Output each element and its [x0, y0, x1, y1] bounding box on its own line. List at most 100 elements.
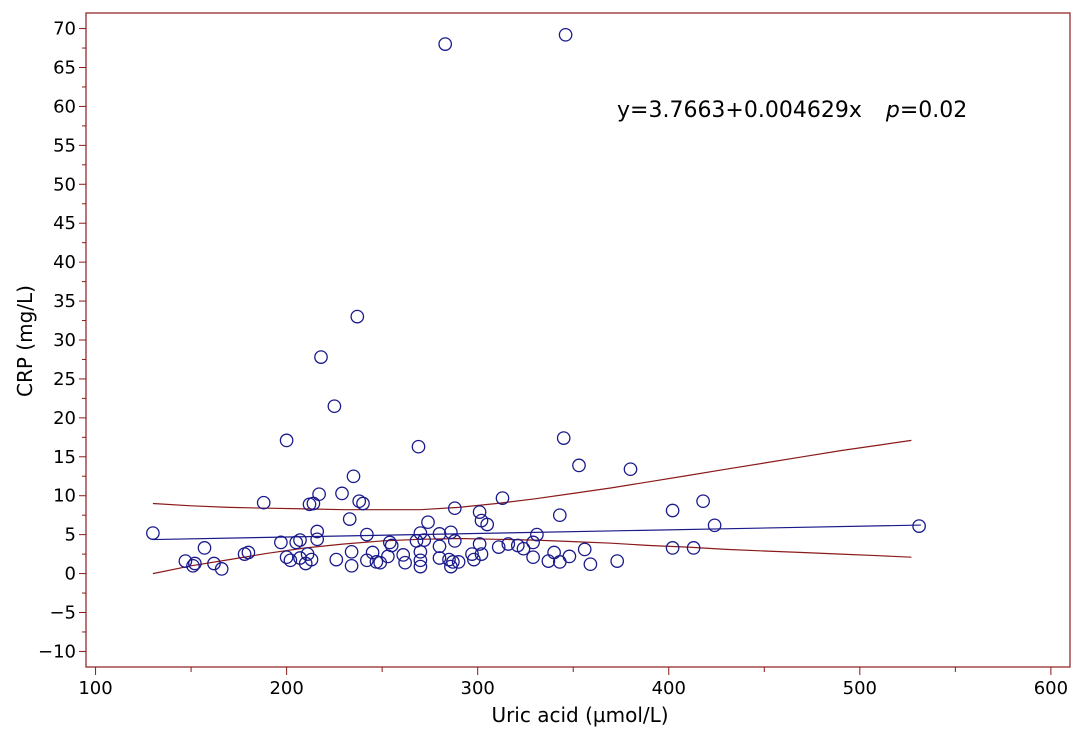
- y-tick-label: 0: [65, 564, 76, 585]
- data-point: [346, 469, 361, 484]
- data-point: [577, 542, 592, 557]
- data-point: [491, 540, 506, 554]
- data-point: [530, 527, 544, 542]
- y-tick-label: −5: [49, 603, 76, 624]
- y-tick-label: −10: [38, 641, 76, 662]
- data-point: [344, 544, 359, 559]
- data-point: [552, 508, 567, 523]
- data-point: [344, 558, 359, 573]
- data-point: [312, 487, 326, 502]
- data-point: [396, 548, 411, 562]
- data-point: [686, 541, 701, 555]
- data-point: [665, 541, 680, 555]
- data-point: [438, 37, 453, 51]
- data-point: [623, 462, 638, 477]
- data-point: [665, 503, 680, 518]
- y-tick-label: 35: [53, 291, 76, 312]
- data-point: [610, 554, 625, 568]
- data-point: [447, 534, 462, 548]
- data-point: [279, 433, 294, 448]
- data-point: [413, 553, 428, 568]
- data-point: [421, 515, 435, 530]
- data-point: [447, 501, 462, 516]
- x-axis-title: Uric acid (µmol/L): [491, 703, 668, 727]
- x-tick-label: 600: [1034, 678, 1068, 699]
- y-axis-title: CRP (mg/L): [13, 285, 37, 397]
- data-point: [526, 550, 540, 565]
- data-point: [360, 527, 374, 542]
- data-point: [552, 555, 567, 569]
- data-point: [327, 399, 342, 414]
- p-value: =0.02: [900, 98, 967, 123]
- data-point: [541, 554, 556, 568]
- y-tick-label: 50: [53, 174, 76, 195]
- data-point: [413, 559, 428, 574]
- data-point: [432, 539, 447, 554]
- data-point: [310, 524, 325, 539]
- regression-annotation: y=3.7663+0.004629x p=0.02: [617, 98, 967, 123]
- data-point: [446, 555, 460, 569]
- data-point: [398, 555, 412, 570]
- y-tick-label: 65: [53, 58, 76, 79]
- data-point: [562, 549, 577, 564]
- x-tick-label: 200: [269, 678, 303, 699]
- data-points-layer: [146, 27, 926, 576]
- data-point: [572, 458, 586, 473]
- data-point: [329, 552, 344, 567]
- data-point: [696, 494, 710, 509]
- data-point: [146, 526, 160, 540]
- data-point: [186, 558, 200, 573]
- data-point: [279, 550, 294, 565]
- data-point: [472, 537, 487, 551]
- y-tick-label: 5: [65, 525, 76, 546]
- regression-layer: [152, 524, 921, 541]
- data-point: [214, 562, 229, 576]
- data-point: [382, 535, 397, 550]
- data-point: [480, 517, 495, 532]
- data-point: [350, 309, 365, 324]
- data-point: [365, 545, 380, 560]
- x-tick-label: 400: [652, 678, 686, 699]
- data-point: [526, 535, 540, 550]
- data-point: [335, 486, 349, 501]
- p-symbol: p: [885, 98, 900, 123]
- y-tick-label: 45: [53, 213, 76, 234]
- data-point: [188, 556, 202, 571]
- y-tick-label: 25: [53, 369, 76, 390]
- data-point: [256, 495, 271, 510]
- x-axis-ticks: 100 200 300 400 500 600: [78, 667, 1068, 699]
- data-point: [274, 535, 288, 550]
- x-tick-label: 500: [843, 678, 877, 699]
- y-tick-label: 60: [53, 96, 76, 117]
- data-point: [432, 527, 447, 541]
- y-tick-label: 70: [53, 19, 76, 40]
- data-point: [442, 552, 456, 567]
- data-point: [356, 496, 370, 511]
- y-tick-label: 15: [53, 447, 76, 468]
- y-tick-label: 55: [53, 135, 76, 156]
- data-point: [241, 545, 256, 560]
- data-point: [472, 505, 487, 519]
- data-point: [293, 533, 307, 547]
- data-point: [444, 525, 458, 540]
- regression-line: [152, 524, 921, 541]
- x-tick-label: 100: [78, 678, 112, 699]
- data-point: [501, 537, 516, 551]
- data-point: [197, 541, 212, 555]
- y-tick-label: 10: [53, 486, 76, 507]
- data-point: [283, 553, 298, 568]
- data-point: [178, 554, 193, 568]
- data-point: [304, 552, 319, 567]
- data-point: [465, 547, 479, 561]
- y-tick-label: 20: [53, 408, 76, 429]
- data-point: [432, 551, 447, 565]
- data-point: [314, 350, 328, 364]
- data-point: [384, 538, 399, 553]
- data-point: [495, 491, 510, 505]
- data-point: [451, 555, 466, 569]
- data-point: [352, 494, 367, 509]
- confidence-band-upper: [152, 439, 912, 511]
- data-point: [912, 519, 926, 533]
